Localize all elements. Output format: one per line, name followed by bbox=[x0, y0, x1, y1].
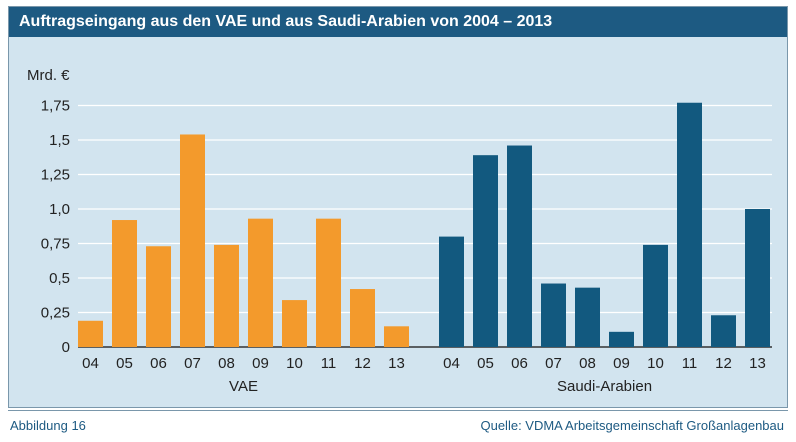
figure-label: Abbildung 16 bbox=[10, 418, 86, 433]
bar-vae-13 bbox=[384, 326, 409, 347]
x-tick-label: 09 bbox=[613, 355, 630, 372]
bar-saudi-12 bbox=[711, 315, 736, 347]
bar-saudi-08 bbox=[575, 287, 600, 347]
x-axis-tick-labels: 04 05 06 07 08 09 10 11 12 13 04 05 06 07 08 09 10 11 12 13 bbox=[82, 355, 766, 372]
x-tick-label: 12 bbox=[715, 355, 732, 372]
y-tick-label: 1,5 bbox=[49, 132, 70, 149]
bar-saudi-05 bbox=[473, 155, 498, 347]
bar-saudi-11 bbox=[677, 102, 702, 348]
x-tick-label: 11 bbox=[682, 355, 698, 372]
bars bbox=[78, 102, 770, 348]
bar-vae-09 bbox=[248, 218, 273, 347]
group-label-saudi: Saudi-Arabien bbox=[557, 378, 652, 395]
source-note: Quelle: VDMA Arbeitsgemeinschaft Großanl… bbox=[480, 418, 784, 433]
y-tick-label: 0 bbox=[62, 339, 70, 356]
x-tick-label: 11 bbox=[321, 355, 337, 372]
x-tick-label: 06 bbox=[511, 355, 528, 372]
x-tick-label: 04 bbox=[443, 355, 460, 372]
x-tick-label: 07 bbox=[184, 355, 201, 372]
bar-vae-05 bbox=[112, 220, 137, 347]
bar-vae-10 bbox=[282, 300, 307, 347]
y-tick-label: 1,0 bbox=[49, 201, 70, 218]
x-tick-label: 10 bbox=[286, 355, 303, 372]
y-axis-unit-label: Mrd. € bbox=[27, 67, 70, 84]
x-tick-label: 05 bbox=[477, 355, 494, 372]
bar-vae-04 bbox=[78, 320, 103, 347]
bar-saudi-13 bbox=[745, 209, 770, 347]
x-tick-label: 05 bbox=[116, 355, 133, 372]
y-tick-label: 1,75 bbox=[41, 98, 70, 115]
x-tick-label: 13 bbox=[749, 355, 766, 372]
x-tick-label: 08 bbox=[579, 355, 596, 372]
y-axis-tick-labels: 0 0,25 0,5 0,75 1,0 1,25 1,5 1,75 bbox=[41, 98, 70, 357]
bar-saudi-06 bbox=[507, 145, 532, 347]
bar-vae-12 bbox=[350, 289, 375, 347]
footer-divider bbox=[8, 410, 788, 411]
x-tick-label: 10 bbox=[647, 355, 664, 372]
chart-title: Auftragseingang aus den VAE und aus Saud… bbox=[9, 7, 787, 37]
x-tick-label: 08 bbox=[218, 355, 235, 372]
x-tick-label: 07 bbox=[545, 355, 562, 372]
x-tick-label: 06 bbox=[150, 355, 167, 372]
y-tick-label: 1,25 bbox=[41, 167, 70, 184]
bar-vae-06 bbox=[146, 246, 171, 347]
bar-saudi-09 bbox=[609, 331, 634, 347]
y-tick-label: 0,25 bbox=[41, 305, 70, 322]
bar-vae-07 bbox=[180, 134, 205, 347]
bar-saudi-07 bbox=[541, 283, 566, 347]
bar-saudi-04 bbox=[439, 236, 464, 347]
x-tick-label: 09 bbox=[252, 355, 269, 372]
y-tick-label: 0,75 bbox=[41, 236, 70, 253]
bar-vae-08 bbox=[214, 244, 239, 347]
group-label-vae: VAE bbox=[229, 378, 258, 395]
x-tick-label: 12 bbox=[354, 355, 371, 372]
x-tick-label: 13 bbox=[388, 355, 405, 372]
group-labels: VAE Saudi-Arabien bbox=[229, 378, 652, 395]
bar-vae-11 bbox=[316, 218, 341, 347]
x-tick-label: 04 bbox=[82, 355, 99, 372]
y-tick-label: 0,5 bbox=[49, 270, 70, 287]
bar-saudi-10 bbox=[643, 244, 668, 347]
